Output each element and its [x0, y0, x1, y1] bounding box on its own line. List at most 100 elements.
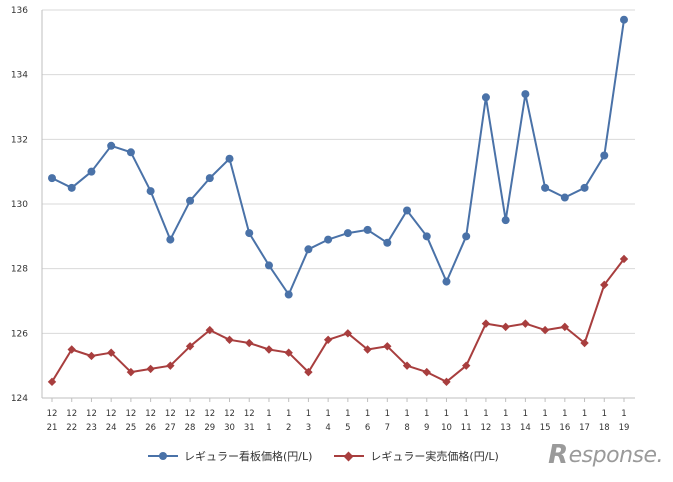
data-point-actual-price [580, 338, 589, 348]
x-axis: 1221122212231224122512261227122812291230… [42, 397, 635, 433]
data-point-posted-price [107, 141, 116, 150]
x-tick-day: 3 [306, 423, 311, 433]
data-point-posted-price [403, 206, 412, 215]
data-point-actual-price [521, 319, 530, 328]
data-point-actual-price [363, 345, 372, 354]
data-point-actual-price [205, 325, 214, 335]
x-tick-month: 1 [542, 409, 547, 419]
data-point-actual-price [166, 361, 175, 370]
x-tick-day: 25 [125, 423, 136, 433]
data-point-actual-price [264, 345, 274, 354]
gridlines [42, 9, 635, 399]
x-tick-month: 1 [602, 409, 607, 419]
y-tick-label: 134 [11, 71, 28, 81]
data-point-actual-price [225, 335, 234, 344]
x-tick-day: 16 [559, 423, 570, 433]
data-point-actual-price [501, 322, 510, 332]
x-tick-day: 26 [145, 423, 156, 433]
legend-swatch-posted-price [148, 450, 178, 462]
data-point-actual-price [245, 338, 254, 348]
data-point-posted-price [422, 232, 431, 241]
x-tick-month: 1 [503, 409, 508, 419]
x-tick-day: 21 [47, 423, 58, 433]
x-tick-day: 17 [579, 423, 590, 433]
x-tick-month: 1 [266, 409, 271, 419]
x-tick-day: 10 [441, 423, 452, 433]
data-point-actual-price [185, 342, 195, 351]
logo-mark: R [548, 440, 568, 470]
x-tick-day: 28 [185, 423, 196, 433]
legend-item-posted-price: レギュラー看板価格(円/L) [148, 448, 312, 464]
data-point-actual-price [67, 345, 76, 354]
data-point-posted-price [245, 229, 254, 238]
data-point-posted-price [600, 151, 609, 160]
y-tick-label: 126 [11, 329, 28, 339]
data-point-posted-price [343, 229, 352, 238]
series-layer [47, 15, 629, 387]
data-point-actual-price [462, 361, 471, 370]
data-point-posted-price [264, 261, 273, 270]
data-point-actual-price [284, 348, 293, 357]
data-point-actual-price [323, 335, 333, 344]
data-point-actual-price [304, 367, 313, 377]
data-point-actual-price [442, 377, 451, 387]
x-tick-month: 12 [145, 409, 156, 419]
data-point-actual-price [422, 367, 431, 377]
x-tick-month: 12 [125, 409, 136, 419]
y-tick-label: 130 [11, 200, 28, 210]
y-tick-label: 136 [11, 6, 28, 16]
series-line-1 [51, 19, 625, 296]
data-point-posted-price [620, 15, 628, 24]
x-tick-month: 1 [483, 409, 488, 419]
data-point-posted-price [501, 216, 510, 225]
x-tick-day: 6 [365, 423, 370, 433]
data-point-actual-price [106, 348, 116, 357]
data-point-posted-price [166, 235, 175, 244]
data-point-actual-price [540, 325, 550, 335]
data-point-posted-price [186, 196, 195, 205]
data-point-actual-price [343, 329, 353, 338]
y-tick-label: 124 [11, 394, 28, 404]
logo-text: esponse. [568, 442, 664, 468]
data-point-posted-price [481, 93, 490, 102]
data-point-posted-price [146, 187, 155, 196]
data-point-posted-price [580, 183, 589, 192]
data-point-posted-price [363, 225, 372, 234]
legend-swatch-actual-price [334, 450, 365, 462]
x-tick-day: 12 [481, 423, 492, 433]
data-point-posted-price [383, 238, 392, 247]
data-point-actual-price [600, 280, 609, 290]
x-tick-day: 14 [520, 423, 531, 433]
x-tick-month: 1 [325, 409, 330, 419]
x-tick-day: 7 [385, 423, 390, 433]
data-point-actual-price [560, 322, 570, 332]
data-point-actual-price [47, 377, 57, 387]
data-point-posted-price [560, 193, 569, 202]
x-tick-month: 1 [306, 409, 311, 419]
legend-diamond-marker [343, 451, 354, 461]
x-tick-day: 4 [325, 423, 330, 433]
x-tick-day: 2 [286, 423, 291, 433]
x-tick-day: 19 [619, 423, 630, 433]
data-point-actual-price [383, 342, 392, 351]
response-logo: R esponse. [548, 440, 663, 470]
data-point-posted-price [324, 235, 333, 244]
data-point-posted-price [67, 183, 76, 192]
x-tick-month: 1 [582, 409, 587, 419]
series-line-2 [51, 258, 625, 383]
data-point-actual-price [146, 364, 155, 374]
legend-label-actual-price: レギュラー実売価格(円/L) [370, 450, 499, 463]
x-tick-day: 24 [106, 423, 117, 433]
x-tick-month: 1 [444, 409, 449, 419]
x-tick-day: 31 [244, 423, 255, 433]
data-point-posted-price [205, 174, 214, 183]
y-tick-label: 132 [11, 135, 28, 145]
x-tick-month: 1 [562, 409, 567, 419]
x-tick-day: 13 [500, 423, 511, 433]
x-tick-month: 1 [404, 409, 409, 419]
y-axis: 124 126 128 130 132 134 136 [11, 6, 43, 404]
data-point-posted-price [521, 90, 530, 99]
x-tick-month: 1 [424, 409, 429, 419]
x-tick-day: 8 [404, 423, 409, 433]
